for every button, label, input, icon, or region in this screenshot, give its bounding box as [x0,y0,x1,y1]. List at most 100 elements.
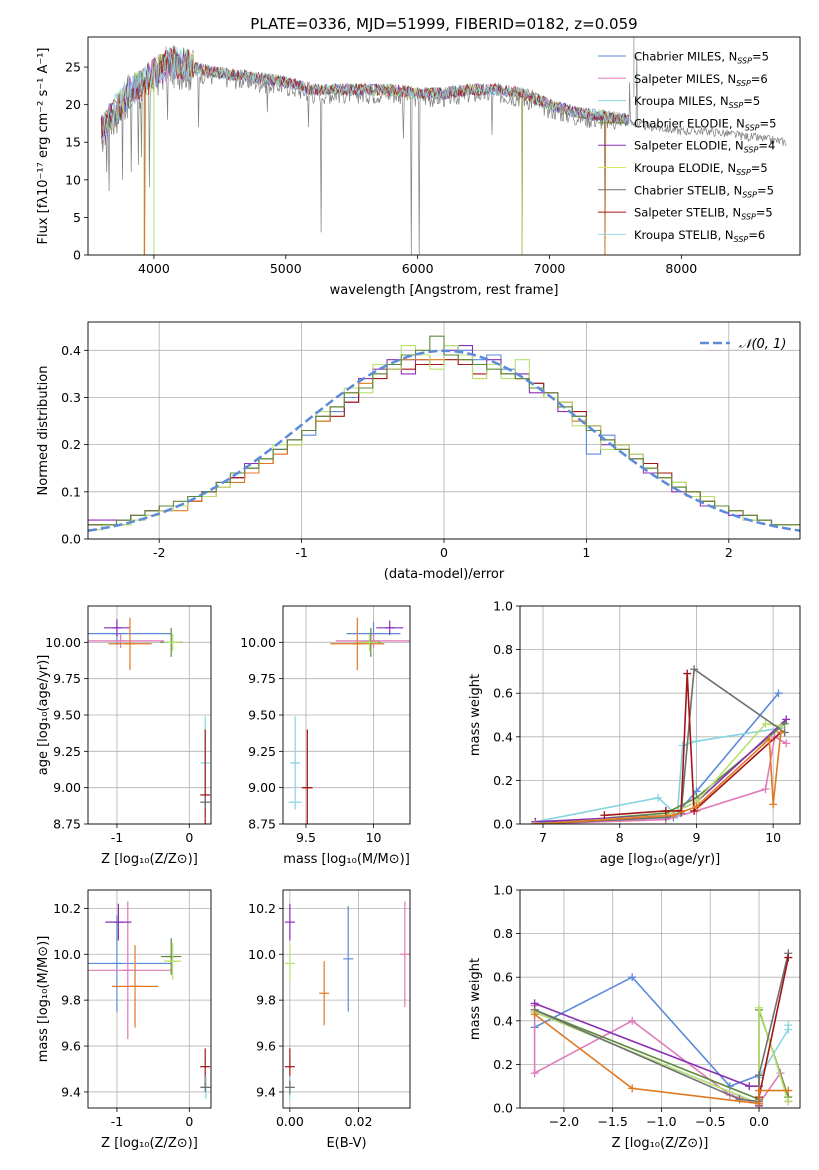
x-axis-label: Z [log₁₀(Z/Z⊙)] [101,1136,198,1151]
plot-area [88,901,211,1099]
weight-marker [755,1086,764,1095]
y-tick-label: 5 [73,210,81,225]
y-axis-label: Flux [fλ10⁻¹⁷ erg cm⁻² s⁻¹ A⁻¹] [36,48,51,245]
y-tick-label: 10.00 [45,635,81,650]
weight-marker [678,741,687,750]
legend-label-sub: SSP [729,101,744,110]
weight-marker [628,973,637,982]
x-tick-label: -2 [153,545,165,560]
weight-series-5 [535,722,781,824]
x-tick-label: -1 [111,1114,123,1129]
x-tick-label: 6000 [402,261,434,276]
y-tick-label: 0.2 [493,773,513,788]
weight-marker [761,785,770,794]
weight-marker [782,715,791,724]
x-tick-label: 8 [616,830,624,845]
y-tick-label: 8.75 [53,817,81,832]
plot-area [530,949,793,1108]
weight-marker [600,811,609,820]
x-tick-label: 4000 [138,261,170,276]
error-bar-point-3 [108,617,152,670]
weight-marker [692,802,701,811]
y-tick-label: 0.0 [493,1101,513,1116]
x-axis-label: wavelength [Angstrom, rest frame] [330,283,559,298]
panel-residuals: -2 -1 0 1 2 0.0 0.1 0.2 0.3 0.4 (data-model)/error… [36,321,801,582]
y-tick-label: 10 [65,172,81,187]
error-bar-point-2 [376,620,404,636]
axes-frame [87,36,801,256]
y-axis-label: mass [log₁₀(M/M⊙)] [36,936,51,1063]
legend-label-sub: SSP [736,79,751,88]
axes-frame [282,605,411,825]
weight-marker [761,719,770,728]
axes-frame [87,889,212,1109]
y-tick-label: 9.25 [53,744,81,759]
legend-label: Chabrier MILES, NSSP=5 [634,50,769,66]
panel-mass_vs_Z: -1 0 9.4 9.6 9.8 10.0 10.2 Z [log₁₀(Z/Z⊙)] mass … [36,889,212,1151]
y-tick-label: 1.0 [493,883,513,898]
weight-marker [628,1084,637,1093]
weight-marker [669,811,678,820]
y-tick-label: 10.0 [248,947,276,962]
error-bar-point-1 [88,901,172,1040]
error-bar-point-1 [284,945,295,982]
y-tick-label: 0.8 [493,926,513,941]
legend-label: Kroupa STELIB, NSSP=6 [634,228,765,244]
y-tick-label: 9.75 [53,671,81,686]
x-tick-label: 0.0 [749,1114,769,1129]
y-tick-label: 0.8 [493,642,513,657]
legend-label-sub: SSP [734,235,749,244]
y-tick-label: 0.6 [493,686,513,701]
y-tick-label: 0 [73,248,81,263]
y-tick-label: 0.1 [61,484,81,499]
weight-series-3 [535,723,786,824]
x-tick-label: 0.02 [345,1114,373,1129]
plot-area [531,665,791,824]
error-bar-point-0 [284,903,295,941]
chart-title: PLATE=0336, MJD=51999, FIBERID=0182, z=0… [250,15,637,33]
weight-series-4 [535,718,787,823]
x-tick-label: −0.5 [695,1114,725,1129]
weight-series-8 [535,732,782,824]
x-axis-label: Z [log₁₀(Z/Z⊙)] [101,852,198,867]
error-bar-point-5 [163,633,182,652]
x-tick-label: 10 [765,830,781,845]
legend-label: Salpeter MILES, NSSP=6 [634,72,768,88]
y-axis-label: mass weight [468,674,483,756]
x-tick-label: 0 [440,545,448,560]
weight-series-0 [535,692,780,823]
plot-area [288,617,410,824]
weight-marker [765,734,774,743]
weight-marker [755,1003,764,1012]
error-bar-point-5 [163,942,182,980]
legend-label-tail: =5 [756,206,773,220]
y-tick-label: 25 [65,60,81,75]
y-tick-label: 9.25 [248,744,276,759]
x-tick-label: −1.0 [646,1114,676,1129]
x-tick-label: 0 [185,1114,193,1129]
weight-series-2 [535,727,781,823]
weight-marker [745,1082,754,1091]
legend-label: Kroupa ELODIE, NSSP=5 [634,161,768,177]
axes-frame [87,605,212,825]
y-tick-label: 0.4 [61,343,81,358]
y-tick-label: 20 [65,97,81,112]
y-tick-label: 0.2 [61,437,81,452]
x-axis-label: mass [log₁₀(M/M⊙)] [283,852,410,867]
y-tick-label: 9.6 [61,1039,81,1054]
error-bar-point-3 [330,617,385,670]
error-bar-point-8 [200,796,211,809]
weight-marker [628,1016,637,1025]
legend-label-main: Salpeter MILES, N [634,72,736,86]
legend-label: Salpeter STELIB, NSSP=5 [634,206,773,222]
y-tick-label: 9.50 [53,708,81,723]
axes-frame [519,889,801,1109]
legend-label-main: Kroupa STELIB, N [634,228,734,242]
weight-marker [692,737,701,746]
model-spectrum-8 [100,46,629,142]
histogram-series-5 [88,335,800,526]
axes-frame [519,605,801,825]
weight-marker [774,689,783,698]
y-tick-label: 0.6 [493,970,513,985]
error-bar-point-4 [161,938,182,975]
